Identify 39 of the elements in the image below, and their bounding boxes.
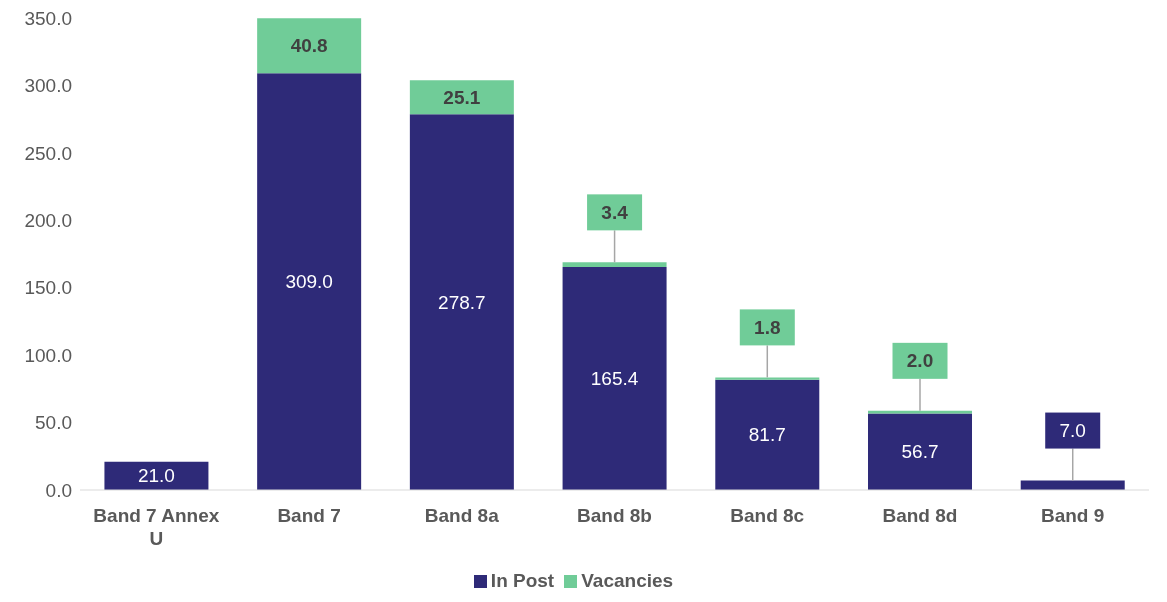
bar <box>257 73 362 490</box>
y-tick-label: 200.0 <box>24 210 72 232</box>
data-label: 21.0 <box>137 465 175 487</box>
y-tick-label: 100.0 <box>24 344 72 366</box>
y-tick-label: 300.0 <box>24 75 72 97</box>
data-label: 3.4 <box>601 201 629 223</box>
data-label: 1.8 <box>754 316 781 338</box>
x-tick-label: Band 8b <box>577 505 652 526</box>
data-label: 56.7 <box>901 441 939 463</box>
data-label: 25.1 <box>443 86 481 108</box>
bar <box>257 18 362 74</box>
x-tick-label: Band 7 Annex U <box>93 505 220 549</box>
data-label: 7.0 <box>1059 420 1086 442</box>
x-tick-label: Band 8d <box>882 505 958 526</box>
y-tick-label: 50.0 <box>35 412 72 434</box>
legend-label: In Post <box>490 570 555 591</box>
x-tick-label: Band 8a <box>424 505 500 526</box>
x-tick-label: Band 7 <box>277 505 341 526</box>
data-label: 278.7 <box>438 291 486 313</box>
y-tick-label: 150.0 <box>24 277 72 299</box>
data-label: 40.8 <box>290 35 328 57</box>
y-tick-label: 250.0 <box>24 142 72 164</box>
bar <box>562 262 667 267</box>
data-label: 309.0 <box>285 271 333 293</box>
bar <box>868 413 973 490</box>
bar <box>715 377 820 380</box>
x-tick-label: Band 8c <box>730 505 805 526</box>
y-tick-label: 350.0 <box>24 7 72 29</box>
y-tick-label: 0.0 <box>45 479 72 501</box>
data-label: 165.4 <box>590 367 639 389</box>
x-tick-label: Band 9 <box>1040 505 1105 526</box>
bar <box>562 266 667 490</box>
bar <box>409 80 514 115</box>
data-label: 2.0 <box>906 350 934 372</box>
bar <box>715 379 820 490</box>
legend-label: Vacancies <box>581 570 674 591</box>
bar <box>409 114 514 490</box>
bar <box>868 410 973 414</box>
data-label: 81.7 <box>748 424 786 446</box>
